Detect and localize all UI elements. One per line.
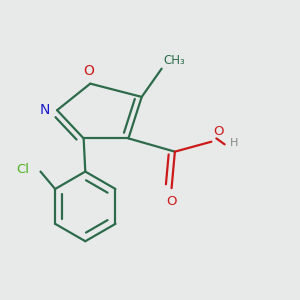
Text: H: H xyxy=(230,138,238,148)
Text: CH₃: CH₃ xyxy=(163,54,185,67)
Text: N: N xyxy=(39,103,50,116)
Text: Cl: Cl xyxy=(16,164,29,176)
Text: O: O xyxy=(83,64,94,78)
Text: O: O xyxy=(166,196,177,208)
Text: O: O xyxy=(213,125,224,138)
